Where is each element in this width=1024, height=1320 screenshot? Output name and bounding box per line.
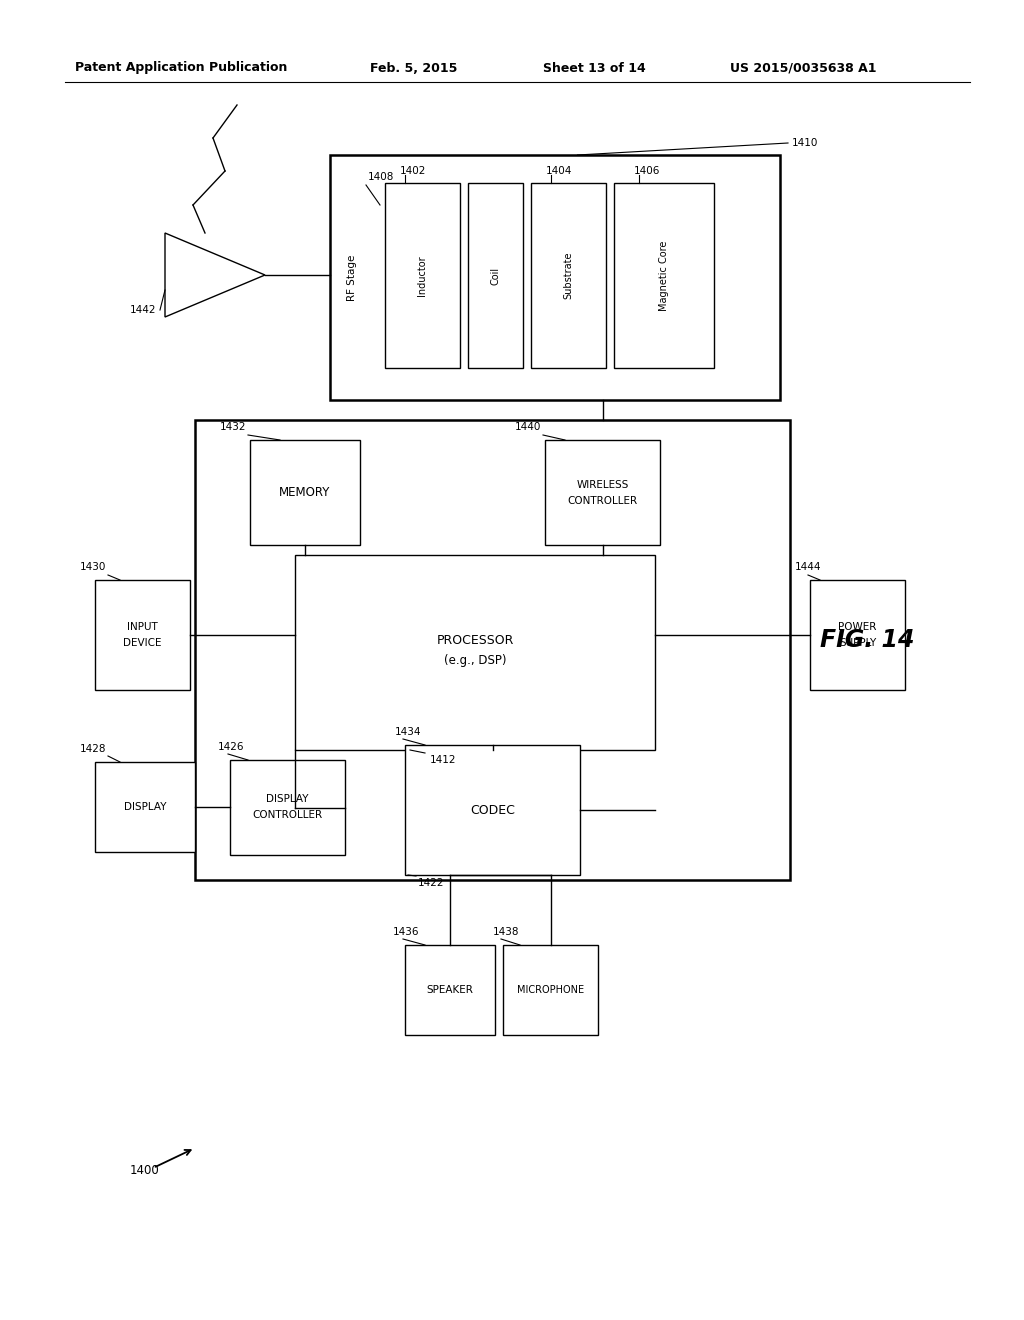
Text: Feb. 5, 2015: Feb. 5, 2015 [370, 62, 458, 74]
Text: DEVICE: DEVICE [123, 638, 162, 648]
Bar [406, 744, 580, 875]
Text: RF Stage: RF Stage [347, 255, 357, 301]
Text: PROCESSOR: PROCESSOR [436, 634, 514, 647]
Text: 1400: 1400 [130, 1163, 160, 1176]
Text: CONTROLLER: CONTROLLER [253, 810, 323, 821]
Text: Inductor: Inductor [418, 255, 427, 296]
Text: 1410: 1410 [792, 139, 818, 148]
Text: CONTROLLER: CONTROLLER [567, 495, 638, 506]
Text: SUPPLY: SUPPLY [839, 638, 877, 648]
Bar [295, 554, 655, 750]
Bar [250, 440, 360, 545]
Bar [385, 183, 460, 368]
Text: SPEAKER: SPEAKER [427, 985, 473, 995]
Bar [330, 154, 780, 400]
Bar [531, 183, 606, 368]
Text: 1404: 1404 [546, 166, 572, 176]
Text: 1432: 1432 [220, 422, 247, 432]
Text: WIRELESS: WIRELESS [577, 479, 629, 490]
Text: 1406: 1406 [634, 166, 660, 176]
Text: MICROPHONE: MICROPHONE [517, 985, 584, 995]
Text: 1430: 1430 [80, 562, 106, 572]
Bar [95, 762, 195, 851]
Bar [406, 945, 495, 1035]
Text: 1426: 1426 [218, 742, 245, 752]
Text: 1402: 1402 [400, 166, 426, 176]
Bar [614, 183, 714, 368]
Bar [503, 945, 598, 1035]
Text: 1422: 1422 [418, 878, 444, 888]
Text: CODEC: CODEC [470, 804, 515, 817]
Bar [468, 183, 523, 368]
Bar [810, 579, 905, 690]
Text: 1436: 1436 [393, 927, 420, 937]
Bar [545, 440, 660, 545]
Text: 1438: 1438 [493, 927, 519, 937]
Text: 1444: 1444 [795, 562, 821, 572]
Text: Magnetic Core: Magnetic Core [659, 240, 669, 310]
Text: Sheet 13 of 14: Sheet 13 of 14 [543, 62, 646, 74]
Text: US 2015/0035638 A1: US 2015/0035638 A1 [730, 62, 877, 74]
Text: POWER: POWER [839, 622, 877, 632]
Text: 1408: 1408 [368, 172, 394, 182]
Bar [230, 760, 345, 855]
Text: DISPLAY: DISPLAY [124, 803, 166, 812]
Text: Coil: Coil [490, 267, 501, 285]
Text: Substrate: Substrate [563, 252, 573, 300]
Text: INPUT: INPUT [127, 622, 158, 632]
Text: Patent Application Publication: Patent Application Publication [75, 62, 288, 74]
Bar [95, 579, 190, 690]
Text: 1412: 1412 [430, 755, 457, 766]
Text: 1442: 1442 [130, 305, 157, 315]
Text: 1440: 1440 [515, 422, 542, 432]
Text: FIG. 14: FIG. 14 [820, 628, 914, 652]
Text: (e.g., DSP): (e.g., DSP) [443, 653, 506, 667]
Text: MEMORY: MEMORY [280, 486, 331, 499]
Text: DISPLAY: DISPLAY [266, 795, 309, 804]
Bar [195, 420, 790, 880]
Text: 1428: 1428 [80, 744, 106, 754]
Text: 1434: 1434 [395, 727, 422, 737]
